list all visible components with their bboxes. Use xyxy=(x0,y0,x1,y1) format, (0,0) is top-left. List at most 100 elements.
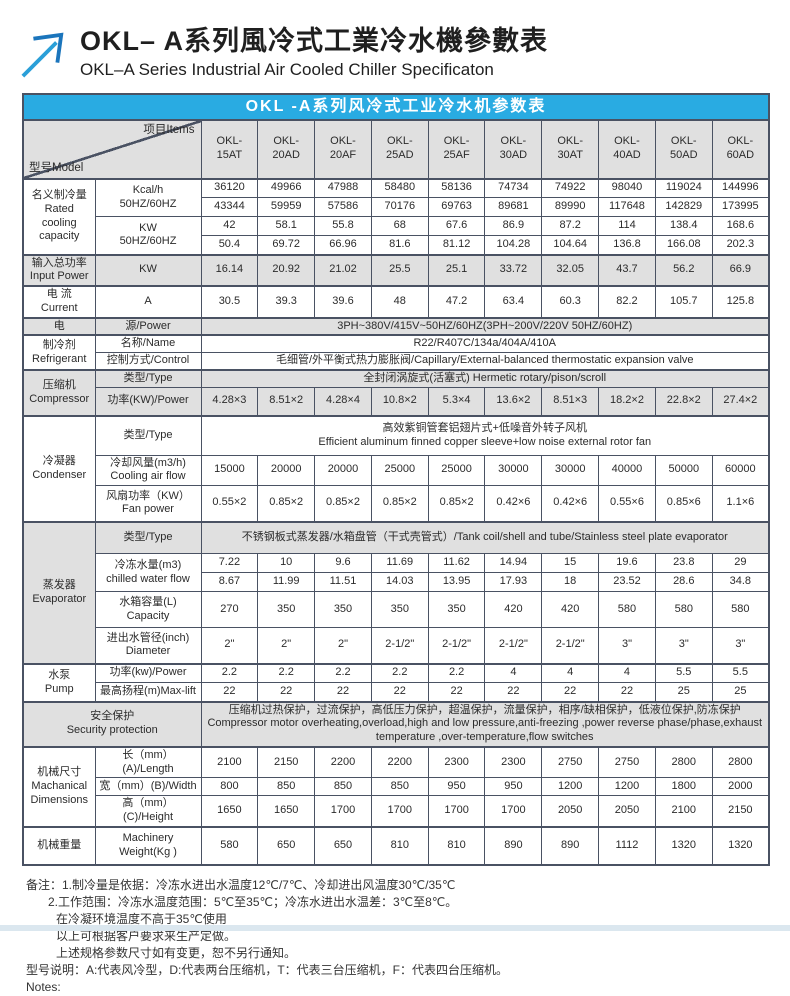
pump-power-cell: 4 xyxy=(598,662,656,684)
water-flow-50hz-cell: 15 xyxy=(541,553,600,574)
height-cell: 2050 xyxy=(598,795,656,828)
water-flow-60hz-cell: 28.6 xyxy=(654,572,713,593)
length-cell: 2750 xyxy=(541,745,600,779)
compressor-power-cell: 13.6×2 xyxy=(484,386,543,417)
air-flow-cell: 40000 xyxy=(598,454,656,487)
pump-power-cell: 2.2 xyxy=(200,662,259,684)
model-header-cell: OKL- 20AF xyxy=(314,118,372,180)
section-label-power-supply: 电 xyxy=(22,316,96,336)
water-flow-50hz-cell: 14.94 xyxy=(484,553,543,574)
kw-60hz-cell: 166.08 xyxy=(654,235,713,256)
width-cell: 850 xyxy=(314,777,372,797)
water-flow-60hz-cell: 17.93 xyxy=(484,572,543,593)
compressor-power-cell: 8.51×3 xyxy=(541,386,600,417)
length-cell: 2300 xyxy=(484,745,543,779)
input-power-cell: 56.2 xyxy=(654,253,713,287)
pipe-diameter-cell: 2" xyxy=(314,627,372,665)
air-flow-cell: 15000 xyxy=(200,454,259,487)
item-label-kw: KW 50HZ/60HZ xyxy=(94,216,202,256)
fan-power-cell: 0.85×2 xyxy=(427,485,486,523)
kw-50hz-cell: 67.6 xyxy=(427,216,486,237)
tank-capacity-cell: 350 xyxy=(314,591,372,629)
current-cell: 82.2 xyxy=(598,285,656,319)
notes-block: 备注：1.制冷量是依据：冷冻水进出水温度12℃/7℃、冷却进出风温度30℃/35… xyxy=(22,877,768,996)
max-lift-cell: 22 xyxy=(200,682,259,703)
item-label-length: 长（mm）(A)/Length xyxy=(94,745,202,779)
note-line: 上述规格参数尺寸如有变更，恕不另行通知。 xyxy=(56,945,297,960)
kcal-50hz-cell: 58136 xyxy=(427,177,486,199)
item-label-condenser-type: 类型/Type xyxy=(94,415,202,456)
water-flow-60hz-cell: 23.52 xyxy=(598,572,656,593)
item-label-air-flow: 冷却风量(m3/h) Cooling air flow xyxy=(94,454,202,487)
compressor-power-cell: 5.3×4 xyxy=(427,386,486,417)
item-label-refrigerant-name: 名称/Name xyxy=(94,334,202,354)
height-cell: 1650 xyxy=(200,795,259,828)
kcal-50hz-cell: 98040 xyxy=(598,177,656,199)
air-flow-cell: 60000 xyxy=(711,454,770,487)
kcal-50hz-cell: 58480 xyxy=(370,177,429,199)
arrow-up-right-icon xyxy=(20,26,66,78)
current-cell: 39.6 xyxy=(314,285,372,319)
model-header-cell: OKL- 15AT xyxy=(200,118,259,180)
section-label-security: 安全保护 Security protection xyxy=(22,700,202,748)
security-protection-value: 压缩机过热保护，过流保护，高低压力保护，超温保护，流量保护，相序/缺相保护，低液… xyxy=(200,700,770,748)
water-flow-50hz-cell: 19.6 xyxy=(598,553,656,574)
machinery-weight-cell: 1320 xyxy=(711,825,770,866)
tank-capacity-cell: 580 xyxy=(654,591,713,629)
air-flow-cell: 30000 xyxy=(541,454,600,487)
fan-power-cell: 0.85×6 xyxy=(654,485,713,523)
max-lift-cell: 22 xyxy=(314,682,372,703)
pump-power-cell: 4 xyxy=(484,662,543,684)
fan-power-cell: 0.55×2 xyxy=(200,485,259,523)
kw-50hz-cell: 114 xyxy=(598,216,656,237)
input-power-cell: 25.5 xyxy=(370,253,429,287)
current-cell: 105.7 xyxy=(654,285,713,319)
kw-60hz-cell: 50.4 xyxy=(200,235,259,256)
fan-power-cell: 0.85×2 xyxy=(370,485,429,523)
current-cell: 39.3 xyxy=(257,285,316,319)
current-cell: 125.8 xyxy=(711,285,770,319)
fan-power-cell: 0.85×2 xyxy=(257,485,316,523)
input-power-cell: 21.02 xyxy=(314,253,372,287)
section-label-weight: 机械重量 xyxy=(22,825,96,866)
model-header-cell: OKL- 30AT xyxy=(541,118,600,180)
current-cell: 30.5 xyxy=(200,285,259,319)
item-label-water-flow: 冷冻水量(m3) chilled water flow xyxy=(94,553,202,593)
item-label-compressor-power: 功率(KW)/Power xyxy=(94,386,202,417)
length-cell: 2200 xyxy=(370,745,429,779)
water-flow-50hz-cell: 10 xyxy=(257,553,316,574)
height-cell: 1700 xyxy=(484,795,543,828)
tank-capacity-cell: 350 xyxy=(257,591,316,629)
pump-power-cell: 2.2 xyxy=(427,662,486,684)
item-label-weight: Machinery Weight(Kg ) xyxy=(94,825,202,866)
max-lift-cell: 25 xyxy=(654,682,713,703)
water-flow-50hz-cell: 29 xyxy=(711,553,770,574)
section-label-current: 电 流 Current xyxy=(22,285,96,319)
kw-60hz-cell: 202.3 xyxy=(711,235,770,256)
note-line: 2.工作范围：冷冻水温度范围：5℃至35℃；冷冻水进出水温差：3℃至8℃。 xyxy=(48,894,458,909)
kcal-50hz-cell: 144996 xyxy=(711,177,770,199)
water-flow-50hz-cell: 23.8 xyxy=(654,553,713,574)
kcal-60hz-cell: 57586 xyxy=(314,197,372,218)
water-flow-60hz-cell: 14.03 xyxy=(370,572,429,593)
kcal-60hz-cell: 70176 xyxy=(370,197,429,218)
height-cell: 1650 xyxy=(257,795,316,828)
kcal-50hz-cell: 49966 xyxy=(257,177,316,199)
kw-60hz-cell: 81.6 xyxy=(370,235,429,256)
length-cell: 2150 xyxy=(257,745,316,779)
pump-power-cell: 5.5 xyxy=(711,662,770,684)
current-cell: 63.4 xyxy=(484,285,543,319)
kcal-60hz-cell: 69763 xyxy=(427,197,486,218)
kw-60hz-cell: 66.96 xyxy=(314,235,372,256)
kw-60hz-cell: 104.28 xyxy=(484,235,543,256)
section-label-compressor: 压缩机 Compressor xyxy=(22,368,96,417)
compressor-power-cell: 10.8×2 xyxy=(370,386,429,417)
kw-50hz-cell: 87.2 xyxy=(541,216,600,237)
page-title: OKL– A系列風冷式工業冷水機參數表 xyxy=(80,26,549,56)
pipe-diameter-cell: 2-1/2" xyxy=(427,627,486,665)
water-flow-50hz-cell: 9.6 xyxy=(314,553,372,574)
pipe-diameter-cell: 3" xyxy=(654,627,713,665)
model-header-cell: OKL- 30AD xyxy=(484,118,543,180)
compressor-type-value: 全封闭涡旋式(活塞式) Hermetic rotary/pison/scroll xyxy=(200,368,770,388)
